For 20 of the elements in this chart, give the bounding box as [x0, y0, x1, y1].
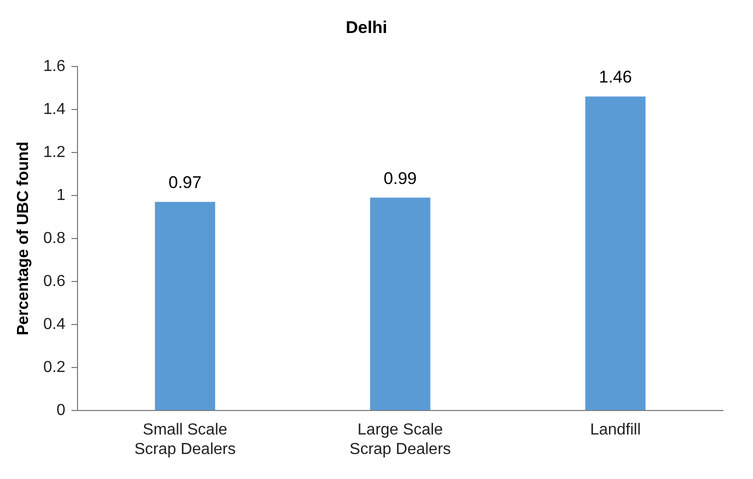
y-tick-label: 1	[56, 186, 66, 204]
x-tick-label: Landfill	[590, 422, 641, 439]
data-label: 0.97	[168, 173, 202, 192]
data-label: 0.99	[384, 168, 417, 188]
chart-title: Delhi	[346, 18, 388, 37]
bar	[154, 202, 216, 410]
y-tick-label: 1.4	[43, 100, 66, 118]
y-tick-label: 0.6	[43, 272, 66, 290]
y-tick-label: 0.8	[43, 230, 66, 247]
x-tick-label: Large Scale Scrap Dealers	[350, 422, 451, 458]
x-tick-label: Small Scale Scrap Dealers	[134, 422, 236, 458]
bar	[585, 96, 646, 410]
bar	[370, 198, 430, 410]
y-tick-label: 0.4	[43, 316, 66, 333]
y-tick-label: 1.2	[43, 144, 66, 161]
data-label: 1.46	[598, 68, 632, 87]
y-axis-title: Percentage of UBC found	[15, 142, 32, 336]
y-tick-label: 0.2	[43, 358, 66, 376]
y-tick-label: 1.6	[43, 58, 66, 75]
y-tick-label: 0	[56, 402, 66, 420]
